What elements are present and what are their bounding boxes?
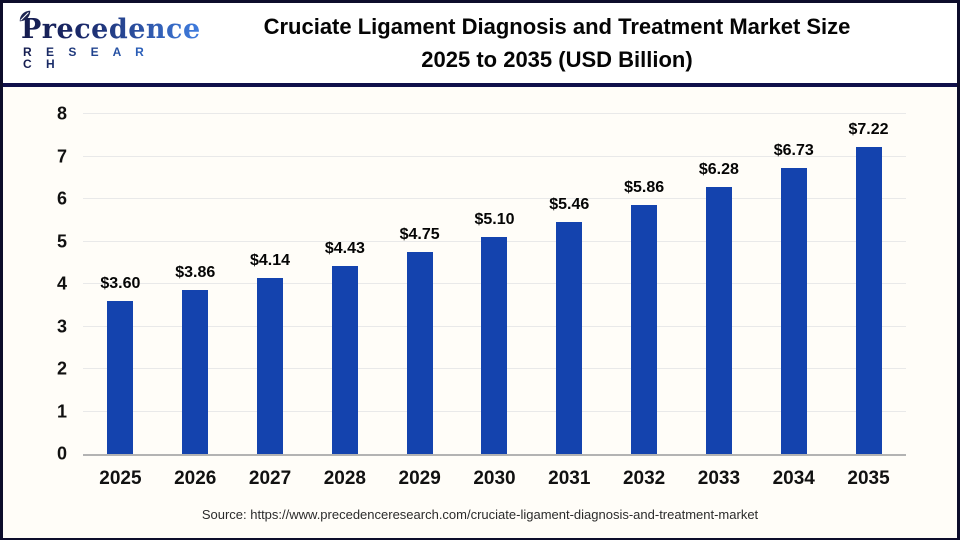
y-tick-7: 7	[56, 146, 67, 166]
logo-wordmark: Precedence	[21, 14, 201, 45]
precedence-research-logo: Precedence R E S E A R C H	[19, 10, 200, 70]
x-tick-2026: 2026	[174, 468, 217, 489]
gridline-6	[83, 198, 906, 199]
bar-value-label-2034: $6.73	[773, 141, 814, 159]
bar-2029	[406, 252, 433, 454]
bar-value-label-2027: $4.14	[250, 252, 291, 270]
bar-slot-2035: $7.22	[831, 114, 906, 454]
x-tick-2025: 2025	[99, 468, 142, 489]
gridline-7	[83, 155, 906, 157]
chart-title-line1: Cruciate Ligament Diagnosis and Treatmen…	[263, 14, 851, 39]
bar-chart: 0 1 2 3 4 5 6 7 8 $3.60 $3.86 $4.14 $4.43 $4.75 $5.10 $…	[3, 87, 957, 538]
bar-2034	[780, 167, 807, 454]
bar-value-label-2025: $3.60	[100, 275, 141, 292]
bar-2027	[257, 278, 284, 454]
y-tick-1: 1	[56, 401, 67, 421]
bar-value-label-2032: $5.86	[624, 178, 665, 196]
bar-2035	[855, 147, 882, 454]
bar-2032	[631, 204, 658, 454]
x-tick-2033: 2033	[697, 468, 741, 489]
chart-title: Cruciate Ligament Diagnosis and Treatmen…	[171, 10, 943, 76]
x-tick-2035: 2035	[847, 468, 890, 489]
bars-row: $3.60 $3.86 $4.14 $4.43 $4.75 $5.10 $5.46 $5.86…	[83, 114, 906, 454]
y-tick-6: 6	[56, 188, 67, 209]
bar-2030	[481, 237, 508, 454]
x-axis-labels: 2025 2026 2027 2028 2029 2030 2031 2032 2033 2034…	[83, 468, 906, 490]
y-tick-8: 8	[56, 103, 67, 124]
x-tick-2028: 2028	[323, 468, 366, 489]
bar-slot-2034: $6.73	[756, 114, 831, 454]
bar-slot-2033: $6.28	[682, 114, 757, 454]
bar-value-label-2028: $4.43	[324, 239, 365, 257]
plot-area: 0 1 2 3 4 5 6 7 8 $3.60 $3.86 $4.14 $4.43 $4.75 $5.10 $…	[57, 104, 906, 464]
bar-slot-2029: $4.75	[382, 114, 457, 454]
logo-subtitle: R E S E A R C H	[23, 46, 171, 70]
y-tick-4: 4	[56, 273, 67, 294]
chart-title-line2: 2025 to 2035 (USD Billion)	[421, 47, 693, 72]
bar-value-label-2030: $5.10	[474, 211, 515, 229]
x-tick-2029: 2029	[398, 468, 441, 489]
bar-slot-2028: $4.43	[307, 114, 382, 454]
bar-slot-2030: $5.10	[457, 114, 532, 454]
gridline-8	[83, 113, 906, 114]
bar-value-label-2026: $3.86	[175, 263, 216, 281]
y-tick-3: 3	[56, 316, 67, 336]
x-tick-2027: 2027	[248, 468, 292, 489]
bar-slot-2025: $3.60	[83, 114, 158, 454]
bar-slot-2032: $5.86	[607, 114, 682, 454]
x-tick-2032: 2032	[622, 468, 666, 489]
bar-slot-2031: $5.46	[532, 114, 607, 454]
bar-value-label-2029: $4.75	[399, 226, 440, 244]
y-tick-5: 5	[56, 231, 67, 251]
source-note: Source: https://www.precedenceresearch.c…	[201, 507, 759, 522]
bar-value-label-2033: $6.28	[698, 161, 739, 179]
bar-2033	[705, 187, 732, 454]
bar-2026	[182, 289, 209, 454]
bar-value-label-2031: $5.46	[549, 195, 590, 213]
x-tick-2034: 2034	[772, 468, 815, 489]
y-tick-0: 0	[56, 443, 67, 464]
bar-value-label-2035: $7.22	[848, 121, 889, 139]
bar-slot-2027: $4.14	[233, 114, 308, 454]
bar-2028	[331, 265, 358, 454]
header-divider	[3, 83, 957, 87]
x-tick-2031: 2031	[548, 468, 591, 489]
bar-slot-2026: $3.86	[158, 114, 233, 454]
x-tick-2030: 2030	[473, 468, 516, 489]
bar-2031	[556, 221, 583, 454]
y-tick-2: 2	[56, 358, 67, 379]
bar-2025	[107, 301, 134, 454]
header: Precedence R E S E A R C H Cruciate Liga…	[3, 3, 957, 83]
leaf-icon	[18, 9, 32, 27]
